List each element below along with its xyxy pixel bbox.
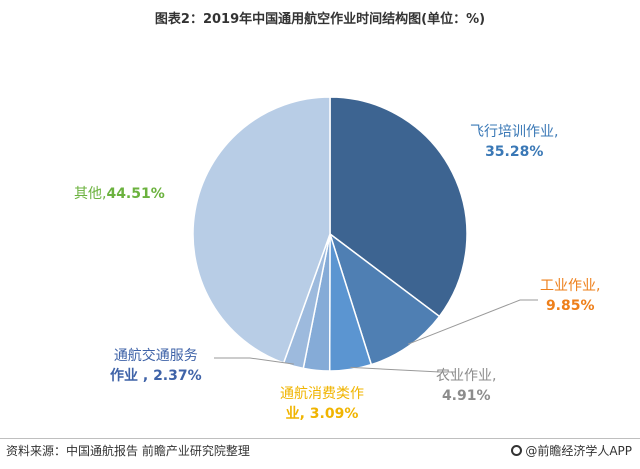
footer-divider — [0, 438, 640, 439]
slice-label-consumer: 通航消费类作 业, 3.09% — [280, 386, 364, 422]
slice-other — [192, 96, 331, 364]
slice-label-industrial: 工业作业, 9.85% — [540, 278, 601, 314]
source-note: 资料来源：中国通航报告 前瞻产业研究院整理 — [6, 444, 250, 458]
leader-line-transport — [214, 357, 294, 365]
chart-title: 图表2：2019年中国通用航空作业时间结构图(单位：%) — [154, 12, 486, 27]
slice-label-transport: 通航交通服务 作业 , 2.37% — [110, 348, 202, 384]
leader-line-agriculture — [350, 366, 456, 373]
slice-label-other: 其他,44.51% — [74, 186, 165, 202]
slice-flight-training — [329, 96, 468, 318]
brand-logo-icon — [511, 445, 523, 456]
leader-line-industrial — [407, 299, 538, 345]
slice-label-agriculture: 农业作业, 4.91% — [436, 368, 497, 404]
slice-industrial — [328, 231, 441, 366]
brand-credit: @前瞻经济学人APP — [511, 442, 632, 459]
slice-label-flight-training: 飞行培训作业, 35.28% — [470, 124, 559, 160]
